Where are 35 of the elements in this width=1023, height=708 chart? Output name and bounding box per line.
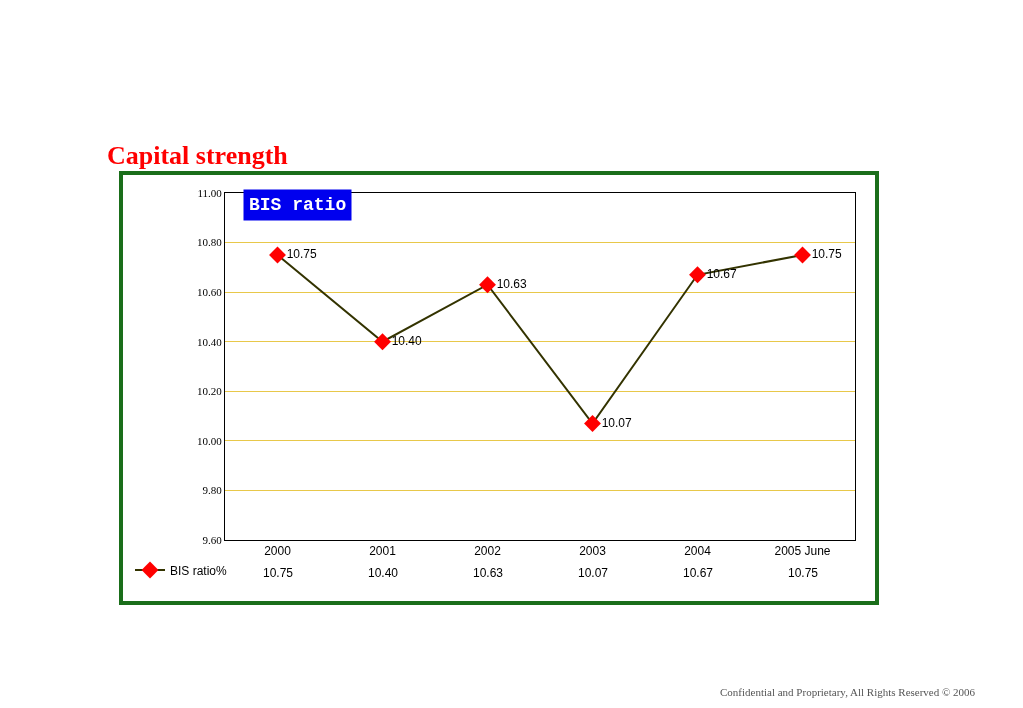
point (374, 333, 391, 351)
point (479, 276, 496, 294)
x-tick-label: 2005 June (774, 544, 831, 559)
y-tick-label: 11.00 (197, 186, 223, 199)
text: 10.75 (286, 246, 317, 261)
y-tick-label: 10.80 (197, 236, 223, 249)
x-tick-label: 2002 (474, 544, 502, 559)
y-tick-label: 10.40 (197, 335, 223, 348)
legend-label: BIS ratio% (170, 563, 228, 578)
y-tick-label: 10.00 (197, 434, 223, 447)
y-tick-label: 10.60 (197, 285, 223, 298)
data-label: 10.07 (578, 566, 609, 580)
x-tick-label: 2003 (579, 544, 607, 559)
text: 10.75 (811, 246, 842, 261)
point (689, 266, 706, 284)
y-tick-label: 9.60 (202, 533, 223, 546)
y-tick-label: 9.80 (202, 484, 223, 497)
data-label: 10.40 (368, 566, 399, 580)
text: 10.63 (496, 276, 527, 291)
x-tick-label: 2001 (369, 544, 397, 559)
point (794, 246, 811, 264)
chart-subtitle: BIS ratio (249, 195, 347, 215)
point (584, 415, 601, 432)
point (269, 246, 286, 264)
x-tick-label: 2000 (264, 544, 292, 559)
data-label: 10.63 (473, 566, 504, 580)
text: 10.07 (601, 415, 632, 430)
text: 10.67 (706, 266, 737, 281)
chart-title: Capital strength (107, 141, 289, 170)
y-tick-label: 10.20 (197, 385, 223, 398)
text: Confidential and Proprietary, All Rights Reserved © 2006 (720, 686, 976, 698)
data-label: 10.75 (263, 566, 294, 580)
data-label: 10.67 (683, 566, 714, 580)
data-label: 10.75 (788, 566, 819, 580)
x-tick-label: 2004 (684, 544, 712, 559)
